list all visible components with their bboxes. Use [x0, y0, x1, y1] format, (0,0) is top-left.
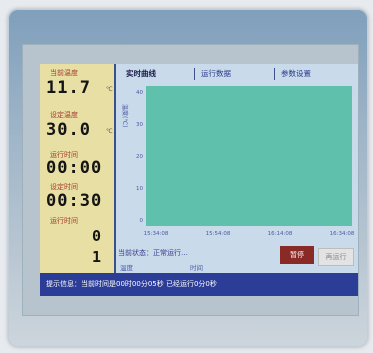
set-temp-value[interactable]: 30.0 — [46, 120, 91, 140]
pause-button[interactable]: 暂停 — [280, 246, 314, 264]
y-tick-label: 40 — [136, 90, 143, 96]
current-temp-label: 当前温度 — [50, 69, 78, 77]
segment-value-2: 1 — [92, 248, 103, 266]
rerun-button[interactable]: 再运行 — [318, 248, 354, 266]
y-axis-label: 温度(℃) — [121, 104, 129, 127]
y-tick-label: 0 — [140, 218, 144, 224]
current-temp-unit: ℃ — [106, 86, 113, 93]
tab-bar: 实时曲线 运行数据 参数设置 — [116, 66, 356, 82]
readings-panel: 当前温度 11.7 ℃ 设定温度 30.0 ℃ 运行时间 00:00 设定时间 … — [40, 64, 116, 273]
y-tick-label: 20 — [136, 154, 143, 160]
info-bar: 提示信息：当前时间是00时00分05秒 已经运行0分0秒 — [40, 273, 358, 296]
x-tick-label: 15:54:08 — [206, 231, 231, 237]
tab-realtime-curve[interactable]: 实时曲线 — [126, 69, 156, 78]
status-temp-label: 温度 — [120, 264, 133, 272]
status-time-label: 时间 — [190, 264, 203, 272]
hmi-screen: 当前温度 11.7 ℃ 设定温度 30.0 ℃ 运行时间 00:00 设定时间 … — [40, 64, 358, 296]
set-temp-label: 设定温度 — [50, 111, 78, 119]
current-temp-value: 11.7 — [46, 78, 91, 98]
status-line: 当前状态：正常运行… — [118, 249, 188, 257]
set-time-label: 设定时间 — [50, 183, 78, 191]
segment-value: 0 — [92, 227, 103, 245]
tab-run-data[interactable]: 运行数据 — [194, 68, 231, 80]
realtime-chart: 温度(℃) 40 30 20 10 0 15:34:08 15:54:08 16:14:08 1… — [121, 86, 355, 237]
segment-label: 运行时间 — [50, 217, 78, 225]
y-tick-label: 30 — [136, 122, 143, 128]
x-tick-label: 15:34:08 — [144, 231, 169, 237]
plot-area — [146, 86, 352, 226]
run-time-label: 运行时间 — [50, 151, 78, 159]
tab-parameter-settings[interactable]: 参数设置 — [274, 68, 311, 80]
x-tick-label: 16:34:08 — [330, 231, 355, 237]
y-tick-label: 10 — [136, 186, 143, 192]
run-time-value: 00:00 — [46, 158, 103, 178]
set-time-value[interactable]: 00:30 — [46, 191, 103, 211]
set-temp-unit: ℃ — [106, 128, 113, 135]
x-tick-label: 16:14:08 — [268, 231, 293, 237]
